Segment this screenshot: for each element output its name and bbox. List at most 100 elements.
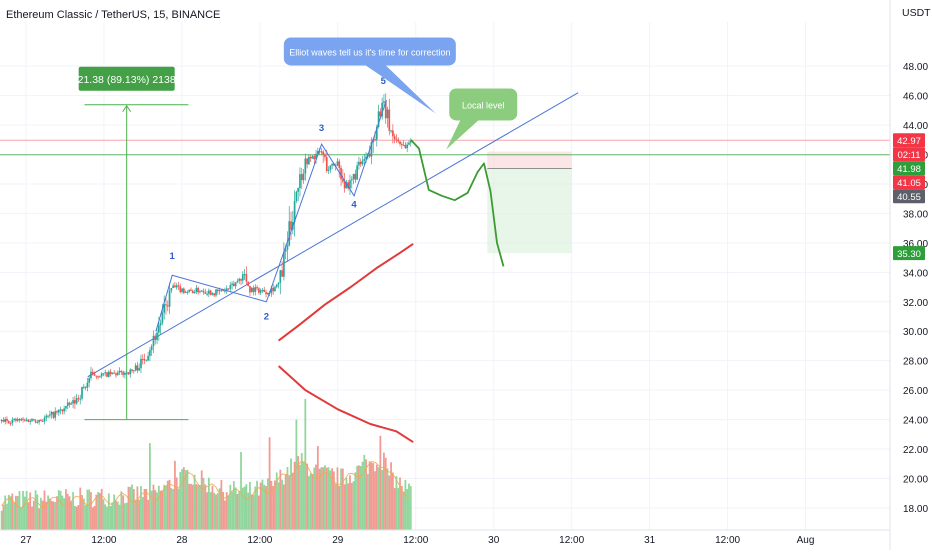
volume-bar [397, 487, 400, 530]
volume-bar [106, 506, 108, 530]
volume-bar [204, 484, 207, 530]
volume-bar [318, 468, 321, 530]
candle-body [50, 411, 53, 415]
volume-bar [249, 481, 251, 530]
candle-body [283, 251, 285, 277]
projection-path [410, 139, 505, 267]
candle-body [338, 161, 341, 168]
candle-body [177, 285, 180, 287]
volume-bar [220, 479, 223, 530]
volume-bar [345, 477, 348, 530]
y-tick-label: 18.00 [903, 504, 928, 515]
candle-body [363, 158, 366, 161]
volume-bar [222, 491, 225, 530]
volume-bar [102, 499, 105, 530]
candle-body [408, 142, 410, 145]
volume-bar [347, 483, 350, 530]
volume-bar [40, 497, 42, 530]
candle-body [356, 165, 358, 180]
volume-bar [34, 490, 37, 530]
price-badge [893, 147, 925, 162]
volume-bar [147, 499, 150, 530]
volume-bar [336, 467, 339, 530]
candle-body [331, 163, 333, 166]
candle-body [120, 370, 123, 372]
volume-bar [22, 490, 24, 530]
volume-bar [97, 492, 99, 530]
candle-body [107, 371, 110, 377]
callout-blue-text: Elliot waves tell us it's time for corre… [289, 47, 450, 57]
candle-body [320, 151, 323, 153]
volume-bar [13, 502, 16, 530]
candle-body [9, 423, 12, 425]
candle-body [182, 288, 185, 293]
volume-bar [213, 492, 216, 530]
candle-body [238, 278, 241, 281]
candle-body [274, 287, 276, 292]
volume-bar [18, 491, 21, 530]
volume-bar [282, 484, 285, 530]
candle-body [284, 249, 287, 252]
price-badge [893, 161, 925, 176]
candle-body [300, 174, 303, 181]
volume-bar [136, 486, 139, 530]
candle-body [23, 419, 26, 421]
volume-bar [406, 488, 409, 530]
candle-body [32, 419, 35, 421]
volume-bar [241, 487, 244, 530]
candle-body [341, 179, 344, 182]
price-badge [893, 133, 925, 148]
volume-bar [329, 470, 332, 530]
candle-body [193, 292, 196, 294]
candle-body [77, 398, 80, 400]
candle-body [170, 288, 173, 291]
volume-bar [300, 453, 303, 530]
candle-body [233, 283, 235, 287]
callout-green-bg [449, 88, 518, 121]
volume-bar [90, 492, 92, 530]
volume-bar [123, 503, 126, 530]
candle-body [152, 335, 155, 347]
volume-bar [340, 468, 342, 530]
candle-body [272, 287, 275, 292]
candle-body [59, 409, 62, 411]
candle-body [350, 179, 353, 181]
candle-body [256, 287, 258, 289]
candle-body [202, 290, 205, 293]
candle-body [206, 293, 208, 295]
candle-body [218, 290, 221, 292]
volume-bar [95, 494, 98, 530]
volume-bar [141, 496, 144, 530]
candle-body [97, 376, 99, 378]
candle-body [316, 151, 319, 154]
volume-bar [195, 484, 198, 530]
volume-bar [154, 490, 157, 530]
candle-body [399, 141, 401, 144]
candle-body [45, 415, 48, 418]
volume-bar [72, 491, 74, 530]
volume-bar [243, 486, 246, 530]
volume-bar [70, 501, 73, 530]
candle-body [197, 287, 199, 293]
candle-body [168, 290, 171, 307]
volume-bar [132, 489, 135, 530]
volume-bar [299, 464, 301, 530]
candle-body [374, 139, 376, 141]
stop-zone [487, 151, 572, 169]
candle-body [270, 287, 273, 294]
volume-bar [331, 468, 334, 530]
candle-body [82, 386, 85, 388]
candle-body [54, 411, 57, 418]
candle-body [249, 285, 251, 293]
candle-body [325, 157, 328, 171]
candle-body [81, 387, 83, 399]
wave-label: 1 [170, 251, 176, 262]
candle-body [149, 350, 151, 356]
volume-bar [174, 460, 176, 530]
volume-bar [293, 461, 296, 530]
volume-bar [23, 496, 26, 530]
volume-bar [257, 495, 260, 530]
candle-body [159, 322, 162, 326]
